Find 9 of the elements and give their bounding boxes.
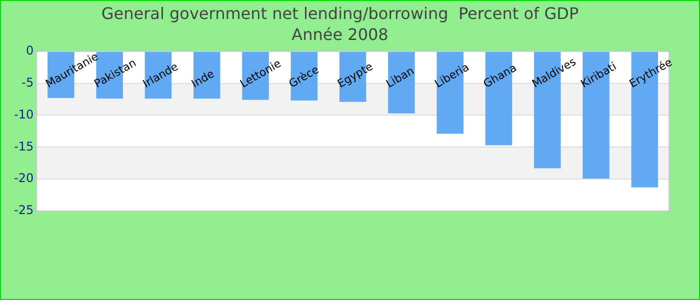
y-tick-label: 0 <box>26 44 34 58</box>
x-tick-label: Inde <box>189 67 217 90</box>
chart-subtitle: Année 2008 <box>292 24 388 44</box>
y-tick-label: -25 <box>14 203 34 218</box>
y-tick-label: -15 <box>14 139 34 154</box>
y-tick-label: -20 <box>14 171 34 186</box>
y-tick-label: -10 <box>14 107 34 122</box>
chart-title: General government net lending/borrowing Percent of GDP <box>101 4 579 23</box>
y-tick-label: -5 <box>22 75 34 90</box>
